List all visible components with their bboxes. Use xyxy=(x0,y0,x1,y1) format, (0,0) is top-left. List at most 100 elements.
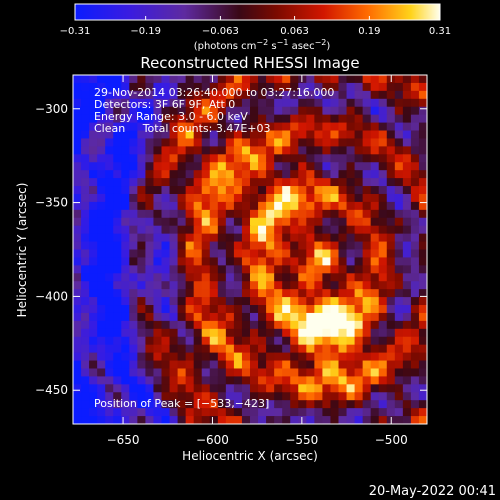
heatmap-cell xyxy=(394,281,404,290)
heatmap-cell xyxy=(306,193,315,203)
heatmap-cell xyxy=(386,273,396,282)
heatmap-cell xyxy=(290,233,299,243)
heatmap-cell xyxy=(258,352,267,362)
heatmap-cell xyxy=(386,162,396,171)
heatmap-cell xyxy=(258,368,267,378)
heatmap-cell xyxy=(193,408,203,417)
heatmap-cell xyxy=(282,178,291,187)
heatmap-cell xyxy=(274,201,283,211)
heatmap-cell xyxy=(298,122,307,132)
heatmap-cell xyxy=(121,265,130,274)
heatmap-cell xyxy=(81,289,90,298)
heatmap-cell xyxy=(290,122,299,132)
heatmap-cell xyxy=(89,209,98,219)
heatmap-cell xyxy=(338,297,348,306)
heatmap-cell xyxy=(225,130,235,140)
heatmap-cell xyxy=(346,328,356,338)
heatmap-cell xyxy=(89,289,98,298)
heatmap-cell xyxy=(89,257,98,266)
heatmap-cell xyxy=(338,400,348,409)
heatmap-cell xyxy=(185,170,195,179)
heatmap-cell xyxy=(241,352,251,362)
heatmap-cell xyxy=(314,344,324,354)
heatmap-cell xyxy=(89,336,98,346)
heatmap-cell xyxy=(81,392,90,401)
heatmap-cell xyxy=(233,416,243,424)
heatmap-cell xyxy=(185,162,195,171)
heatmap-cell xyxy=(362,90,372,100)
heatmap-cell xyxy=(201,392,211,401)
heatmap-cell xyxy=(137,98,147,108)
heatmap-cell xyxy=(73,130,82,140)
heatmap-cell xyxy=(153,336,163,346)
heatmap-cell xyxy=(161,336,171,346)
heatmap-cell xyxy=(282,265,291,274)
heatmap-cell xyxy=(177,344,187,354)
heatmap-cell xyxy=(330,154,340,163)
heatmap-cell xyxy=(113,138,122,147)
heatmap-cell xyxy=(89,297,98,306)
heatmap-cell xyxy=(105,225,114,235)
heatmap-cell xyxy=(322,368,332,378)
heatmap-cell xyxy=(193,273,203,282)
heatmap-cell xyxy=(418,233,427,243)
heatmap-cell xyxy=(322,297,332,306)
heatmap-cell xyxy=(193,162,203,171)
heatmap-cell xyxy=(169,130,179,140)
heatmap-cell xyxy=(129,400,138,409)
heatmap-cell xyxy=(113,98,122,108)
heatmap-cell xyxy=(258,170,267,179)
heatmap-cell xyxy=(330,328,340,338)
heatmap-cell xyxy=(225,154,235,163)
heatmap-cell xyxy=(314,305,324,314)
heatmap-cell xyxy=(137,106,147,116)
heatmap-cell xyxy=(217,209,227,219)
heatmap-cell xyxy=(153,376,163,385)
heatmap-cell xyxy=(209,209,219,219)
heatmap-cell xyxy=(193,241,203,251)
heatmap-cell xyxy=(129,376,138,385)
heatmap-cell xyxy=(217,352,227,362)
heatmap-cell xyxy=(418,249,427,259)
heatmap-cell xyxy=(185,217,195,227)
heatmap-cell xyxy=(338,360,348,370)
heatmap-cell xyxy=(185,257,195,266)
heatmap-cell xyxy=(306,154,315,163)
heatmap-cell xyxy=(266,82,275,92)
heatmap-cell xyxy=(177,114,187,124)
heatmap-cell xyxy=(250,114,259,124)
heatmap-cell xyxy=(105,312,114,322)
heatmap-cell xyxy=(410,273,420,282)
heatmap-cell xyxy=(81,114,90,124)
heatmap-cell xyxy=(209,178,219,187)
heatmap-cell xyxy=(241,130,251,140)
heatmap-cell xyxy=(177,265,187,274)
heatmap-cell xyxy=(354,241,364,251)
heatmap-cell xyxy=(306,273,315,282)
heatmap-cell xyxy=(185,376,195,385)
heatmap-cell xyxy=(73,225,82,235)
heatmap-cell xyxy=(145,360,155,370)
heatmap-cell xyxy=(209,305,219,314)
heatmap-cell xyxy=(258,392,267,401)
heatmap-cell xyxy=(394,170,404,179)
heatmap-cell xyxy=(394,344,404,354)
heatmap-cell xyxy=(97,114,106,124)
heatmap-cell xyxy=(153,320,163,330)
heatmap-cell xyxy=(418,297,427,306)
heatmap-cell xyxy=(386,360,396,370)
heatmap-cell xyxy=(354,400,364,409)
heatmap-cell xyxy=(193,233,203,243)
heatmap-cell xyxy=(129,416,138,424)
heatmap-cell xyxy=(121,90,130,100)
heatmap-cell xyxy=(274,320,283,330)
heatmap-cell xyxy=(378,170,388,179)
heatmap-cell xyxy=(169,265,179,274)
heatmap-cell xyxy=(145,146,155,155)
heatmap-cell xyxy=(370,376,380,385)
heatmap-cell xyxy=(169,273,179,282)
heatmap-cell xyxy=(354,106,364,116)
heatmap-cell xyxy=(282,90,291,100)
heatmap-cell xyxy=(418,154,427,163)
heatmap-cell xyxy=(145,75,155,84)
